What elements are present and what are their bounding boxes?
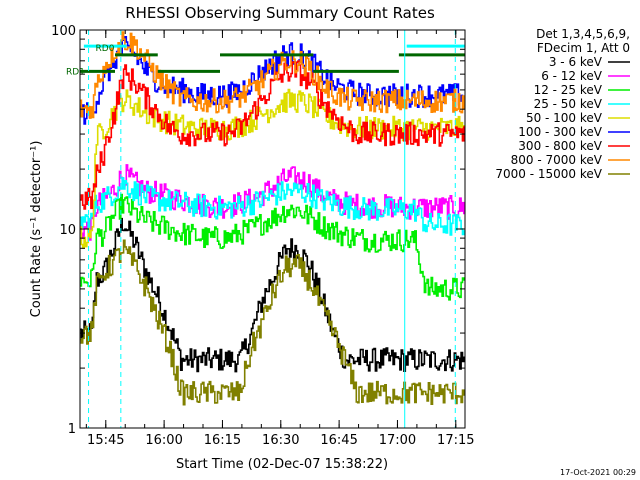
legend: Det 1,3,4,5,6,9,FDecim 1, Att 03 - 6 keV…	[495, 27, 630, 181]
legend-entry: 300 - 800 keV	[518, 139, 602, 153]
legend-entry: 25 - 50 keV	[534, 97, 603, 111]
series-9	[80, 239, 465, 406]
footer-timestamp: 17-Oct-2021 00:29	[560, 468, 636, 477]
legend-header: Det 1,3,4,5,6,9,	[536, 27, 630, 41]
y-tick-label: 10	[59, 223, 76, 238]
series-line	[80, 177, 465, 236]
series-7	[80, 60, 465, 210]
legend-entry: 7000 - 15000 keV	[495, 167, 602, 181]
y-tick-label: 100	[51, 24, 76, 39]
x-axis-label: Start Time (02-Dec-07 15:38:22)	[176, 457, 388, 472]
legend-entry: 100 - 300 keV	[518, 125, 602, 139]
legend-entry: 6 - 12 keV	[541, 69, 603, 83]
chart-title: RHESSI Observing Summary Count Rates	[125, 4, 435, 22]
legend-entry: 3 - 6 keV	[549, 55, 603, 69]
tick-layer: 15:45 16:00 16:15 16:30 16:45 17:00 17:15 1 10 10…	[51, 24, 474, 448]
legend-entry: 12 - 25 keV	[534, 83, 603, 97]
series-3	[80, 193, 465, 301]
series-4	[80, 177, 465, 236]
series-8	[80, 31, 465, 119]
x-tick-label: 16:00	[145, 433, 182, 448]
x-tick-label: 17:00	[379, 433, 416, 448]
x-tick-label: 15:45	[87, 433, 124, 448]
y-tick-label: 1	[68, 422, 76, 437]
series-line	[80, 239, 465, 406]
series-line	[80, 60, 465, 210]
legend-entry: 800 - 7000 keV	[511, 153, 603, 167]
x-tick-label: 16:45	[320, 433, 357, 448]
series-layer	[80, 31, 465, 406]
y-axis-label: Count Rate (s⁻¹ detector⁻¹)	[29, 141, 44, 318]
series-line	[80, 31, 465, 119]
series-line	[80, 193, 465, 301]
legend-header: FDecim 1, Att 0	[537, 41, 630, 55]
annotation-rd0: RD0	[96, 44, 115, 54]
annotation-layer: RD0 RD1	[66, 30, 465, 428]
series-1	[80, 217, 465, 373]
x-tick-label: 16:30	[262, 433, 299, 448]
legend-entry: 50 - 100 keV	[526, 111, 603, 125]
series-line	[80, 217, 465, 373]
annotation-rd1: RD1	[66, 67, 85, 77]
x-tick-label: 16:15	[204, 433, 241, 448]
x-tick-label: 17:15	[437, 433, 474, 448]
series-line	[80, 164, 465, 241]
series-2	[80, 164, 465, 241]
